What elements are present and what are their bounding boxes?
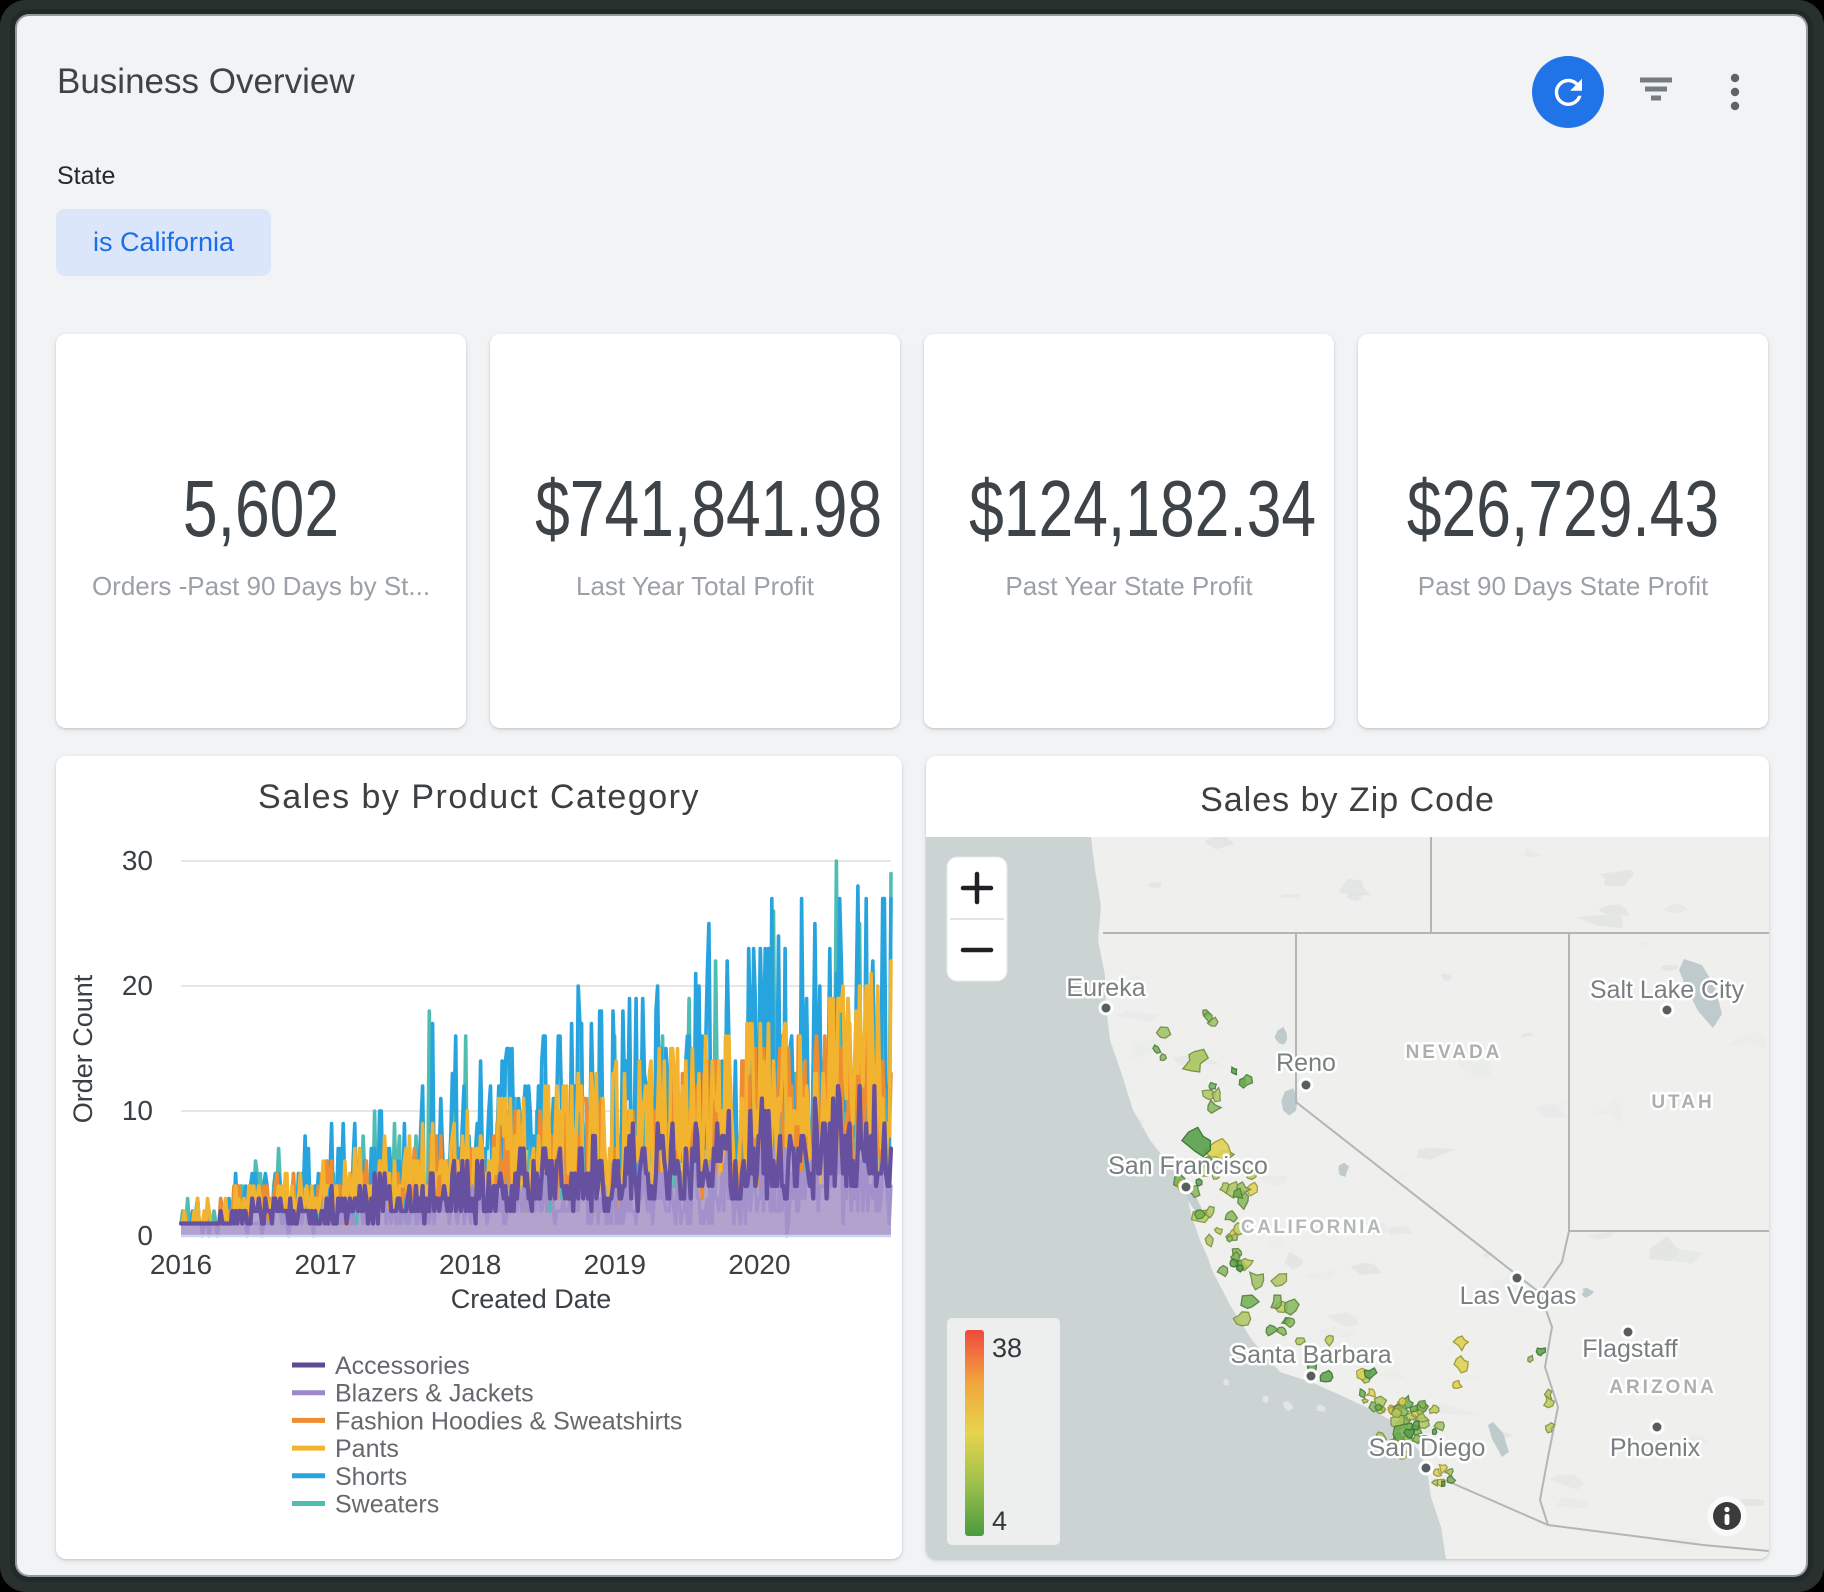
- svg-text:Accessories: Accessories: [335, 1352, 470, 1380]
- svg-text:38: 38: [992, 1333, 1022, 1363]
- svg-text:Las Vegas: Las Vegas: [1460, 1282, 1577, 1310]
- svg-text:Flagstaff: Flagstaff: [1582, 1335, 1677, 1363]
- svg-text:2017: 2017: [294, 1249, 356, 1280]
- svg-text:Shorts: Shorts: [335, 1463, 407, 1491]
- svg-text:10: 10: [122, 1095, 153, 1126]
- svg-text:NEVADA: NEVADA: [1406, 1042, 1503, 1063]
- svg-text:Pants: Pants: [335, 1435, 399, 1463]
- svg-text:San Diego: San Diego: [1369, 1434, 1486, 1462]
- svg-text:Created Date: Created Date: [451, 1284, 612, 1314]
- svg-text:ARIZONA: ARIZONA: [1609, 1377, 1717, 1398]
- svg-text:Eureka: Eureka: [1066, 974, 1145, 1002]
- svg-text:Sales by Product Category: Sales by Product Category: [258, 778, 700, 816]
- svg-text:0: 0: [137, 1220, 153, 1251]
- svg-text:Fashion Hoodies & Sweatshirts: Fashion Hoodies & Sweatshirts: [335, 1407, 682, 1435]
- svg-text:Phoenix: Phoenix: [1610, 1434, 1701, 1462]
- svg-text:4: 4: [992, 1506, 1007, 1536]
- svg-text:2020: 2020: [728, 1249, 790, 1280]
- svg-text:CALIFORNIA: CALIFORNIA: [1241, 1217, 1383, 1238]
- svg-text:30: 30: [122, 845, 153, 876]
- svg-text:San Francisco: San Francisco: [1108, 1152, 1268, 1180]
- svg-text:20: 20: [122, 970, 153, 1001]
- svg-text:2016: 2016: [150, 1249, 212, 1280]
- svg-text:Santa Barbara: Santa Barbara: [1230, 1341, 1391, 1369]
- svg-text:Order Count: Order Count: [68, 974, 98, 1123]
- svg-text:Blazers & Jackets: Blazers & Jackets: [335, 1380, 534, 1408]
- svg-text:Salt Lake City: Salt Lake City: [1590, 976, 1745, 1004]
- svg-text:2018: 2018: [439, 1249, 501, 1280]
- svg-text:Reno: Reno: [1276, 1049, 1336, 1077]
- svg-text:Sweaters: Sweaters: [335, 1491, 439, 1519]
- svg-text:2019: 2019: [584, 1249, 646, 1280]
- svg-text:UTAH: UTAH: [1651, 1092, 1714, 1113]
